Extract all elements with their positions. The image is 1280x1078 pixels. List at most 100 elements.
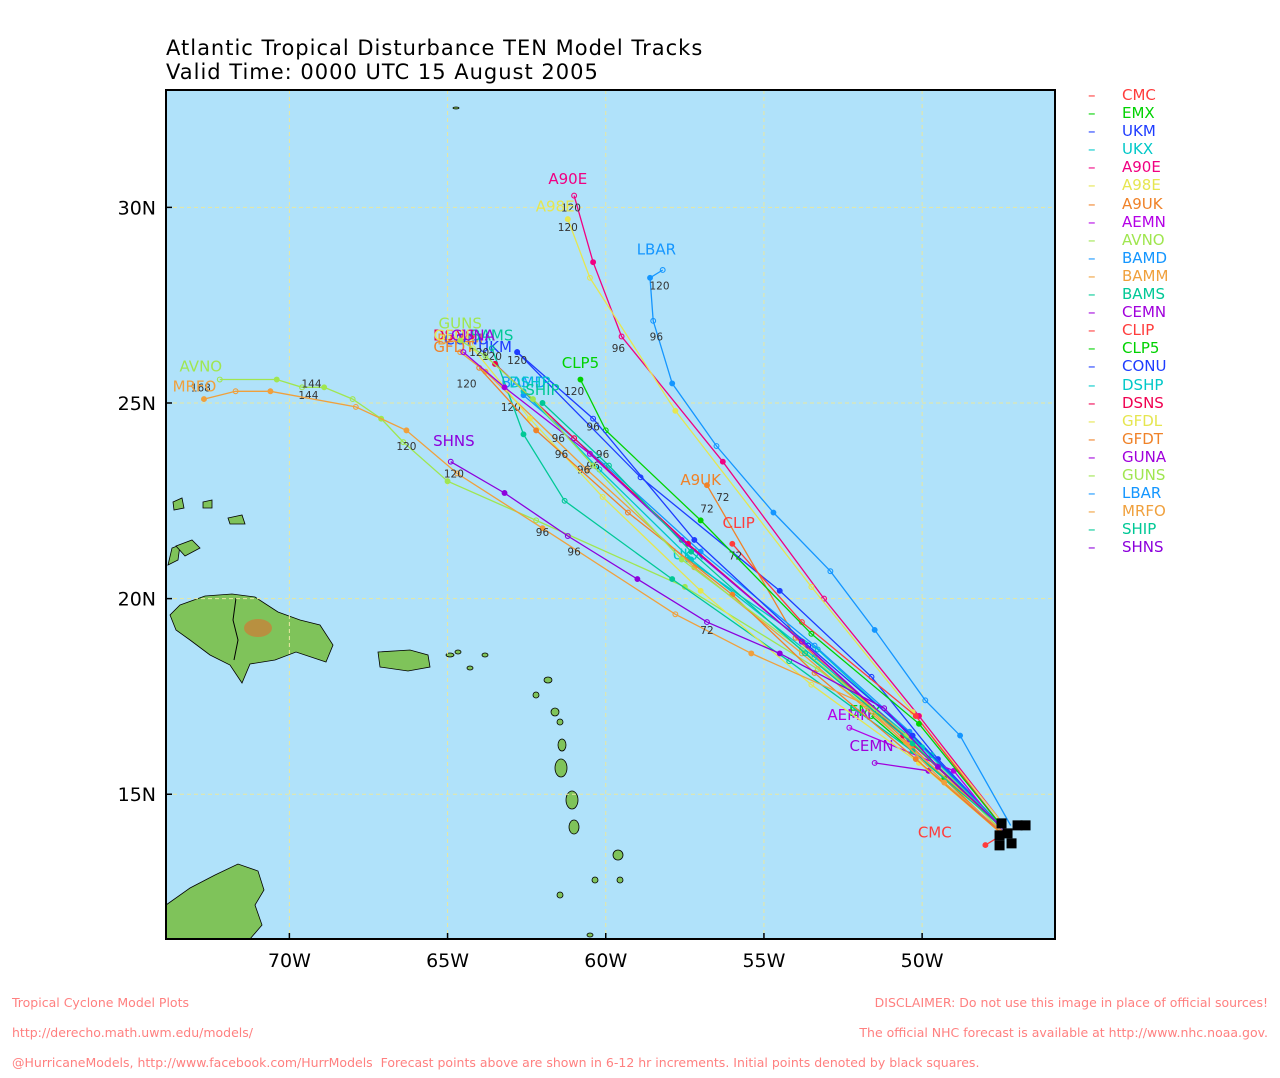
track-label: AEMN xyxy=(827,706,871,724)
legend-item-ukm: – UKM xyxy=(1088,122,1168,140)
track-point xyxy=(922,697,929,704)
legend-swatch: – xyxy=(1088,140,1096,159)
track-label: GUNS xyxy=(439,315,482,333)
track-point xyxy=(586,450,593,457)
forecast-hour-label: 120 xyxy=(457,378,477,390)
track-point xyxy=(539,400,546,406)
track-point xyxy=(526,415,533,422)
track-point xyxy=(577,376,584,383)
legend-swatch: – xyxy=(1088,266,1096,285)
track-point xyxy=(444,478,451,485)
track-label: CEMN xyxy=(849,737,893,755)
map-title-line2: Valid Time: 0000 UTC 15 August 2005 xyxy=(166,60,599,84)
forecast-hour-label: 72 xyxy=(700,625,713,637)
initial-point-square xyxy=(994,840,1005,851)
track-point xyxy=(704,482,710,489)
country-border xyxy=(232,597,239,661)
track-point xyxy=(659,267,666,273)
initial-point-square xyxy=(994,830,1005,841)
ocean-background xyxy=(166,90,1055,939)
legend-swatch: – xyxy=(1088,248,1096,267)
legend-item-dshp: – DSHP xyxy=(1088,376,1168,394)
track-point xyxy=(669,380,676,387)
model-tracks: CMCEMXUKMUKXA90E96120A98E120A9UK7272AEMN… xyxy=(173,170,1012,849)
island xyxy=(586,932,594,938)
track-point xyxy=(488,345,495,352)
legend-swatch: – xyxy=(1088,230,1096,249)
island xyxy=(556,718,564,726)
track-point xyxy=(827,568,834,575)
track-point xyxy=(814,646,821,653)
track-point xyxy=(349,396,356,403)
legend-swatch: – xyxy=(1088,465,1096,484)
track-label: CLIP xyxy=(722,514,754,532)
island xyxy=(481,652,489,658)
track-line xyxy=(516,351,1005,830)
island xyxy=(466,665,474,671)
legend-swatch: – xyxy=(1088,176,1096,195)
forecast-hour-label: 96 xyxy=(555,449,569,461)
x-tick-label: 50W xyxy=(901,950,944,972)
track-map: CMCEMXUKMUKXA90E96120A98E120A9UK7272AEMN… xyxy=(118,89,1056,972)
track-point xyxy=(846,724,853,731)
track-point xyxy=(704,619,710,626)
legend-item-guns: – GUNS xyxy=(1088,466,1168,484)
track-guns: GUNS 96 120 xyxy=(439,315,1005,830)
track-label: LBAR xyxy=(637,240,676,258)
axis-ticks: 70W 65W 60W 55W 50W 30N 25N 20N 15N xyxy=(118,197,944,972)
track-line xyxy=(459,339,1005,830)
lat-lon-grid xyxy=(166,90,1055,939)
map-title-line1: Atlantic Tropical Disturbance TEN Model … xyxy=(166,36,704,60)
track-line xyxy=(542,402,1005,830)
legend-item-a90e: – A90E xyxy=(1088,158,1168,176)
island xyxy=(616,876,624,884)
legend-swatch: – xyxy=(1088,520,1096,539)
track-line xyxy=(219,378,1005,834)
forecast-hour-label: 120 xyxy=(558,222,578,234)
legend-item-bamm: – BAMM xyxy=(1088,267,1168,285)
track-point xyxy=(776,587,783,594)
forecast-hour-label: 72 xyxy=(716,492,729,504)
island xyxy=(532,691,540,699)
legend-label: GFDT xyxy=(1122,429,1163,448)
track-point xyxy=(590,415,597,422)
legend-swatch: – xyxy=(1088,429,1096,448)
track-point xyxy=(561,497,568,504)
model-legend: – CMC – EMX – UKM – UKX – A90E – A98E – A9UK – AEMN – AVN… xyxy=(1088,86,1168,556)
legend-label: CMC xyxy=(1122,86,1156,104)
forecast-hour-label: 144 xyxy=(298,390,318,402)
track-line xyxy=(450,461,1005,830)
track-point xyxy=(672,407,679,414)
forecast-hour-label: 120 xyxy=(507,355,527,367)
legend-item-dsns: – DSNS xyxy=(1088,394,1168,412)
track-point xyxy=(808,583,815,590)
island xyxy=(557,738,567,752)
track-point xyxy=(321,384,328,391)
initial-point-square xyxy=(1002,828,1013,839)
legend-label: A98E xyxy=(1122,176,1161,195)
track-point xyxy=(454,470,461,477)
legend-swatch: – xyxy=(1088,321,1096,340)
legend-label: GUNA xyxy=(1122,447,1167,466)
forecast-hour-label: 168 xyxy=(191,382,211,394)
track-label: AVNO xyxy=(180,358,223,376)
forecast-hour-label: 120 xyxy=(561,202,581,214)
track-point xyxy=(400,439,407,446)
legend-item-guna: – GUNA xyxy=(1088,448,1168,466)
legend-label: SHIP xyxy=(1122,520,1157,539)
track-point xyxy=(916,759,922,766)
track-point xyxy=(957,732,964,739)
track-point xyxy=(273,376,280,383)
footer-line: The official NHC forecast is available a… xyxy=(859,1025,1268,1040)
track-a90e: A90E 96 120 xyxy=(548,170,1005,826)
legend-swatch: – xyxy=(1088,375,1096,394)
forecast-hour-label: 120 xyxy=(444,468,464,480)
x-tick-label: 55W xyxy=(742,950,785,972)
legend-item-emx: – EMX xyxy=(1088,104,1168,122)
track-point xyxy=(808,681,815,688)
track-point xyxy=(871,759,878,766)
track-point xyxy=(618,333,625,340)
forecast-hour-label: 96 xyxy=(552,433,566,445)
legend-label: CLIP xyxy=(1122,321,1155,340)
track-point xyxy=(697,587,704,594)
